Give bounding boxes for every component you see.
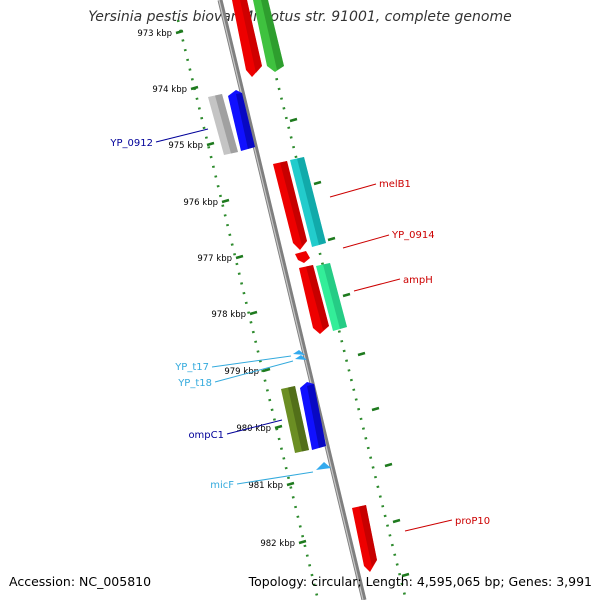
genome-summary: Topology: circular; Length: 4,595,065 bp… [248,574,592,589]
tick-label-975: 975 kbp [168,141,203,151]
major-tick [190,85,199,91]
major-tick [289,117,298,123]
gene-aquamarine[interactable] [316,263,347,331]
major-tick [235,254,244,260]
label-YP_t17[interactable]: YP_t17 [174,362,209,373]
major-tick [357,351,366,357]
leader-melB1 [329,183,377,198]
tick-label-978: 978 kbp [211,310,246,320]
gene-red-top-shade [240,0,262,73]
major-tick [298,539,307,545]
gene-grey-shade [215,94,238,154]
gene-ampH-red-shade [306,265,329,330]
tick-label-981: 981 kbp [248,481,283,491]
label-ampH[interactable]: ampH [403,275,433,286]
label-ompC1[interactable]: ompC1 [188,430,224,441]
genome-backbone [217,0,367,600]
major-tick [313,180,322,186]
major-tick [401,572,410,578]
gene-aquamarine-shade [323,263,347,329]
major-tick [392,518,401,524]
label-leaders [155,128,453,532]
gene-ompC1-blue-shade [307,384,326,448]
accession-text: Accession: NC_005810 [9,574,152,589]
gene-green-top-shade [261,0,284,70]
tick-label-976: 976 kbp [183,198,218,208]
gene-blue-975-shade [236,93,255,149]
gene-features [208,0,377,572]
gene-cyan-shade [297,157,326,245]
leader-YP_0914 [342,234,390,249]
label-micF[interactable]: micF [210,480,234,491]
gene-proP10-red-shade [359,505,377,567]
major-tick [327,236,336,242]
major-tick [175,29,184,35]
leader-proP10 [404,519,453,532]
major-tick [206,141,215,147]
gene-olive-shade [288,386,309,452]
gene-labels: YP_0912 melB1 YP_0914 ampH YP_t17 YP_t18… [109,138,490,527]
leader-ampH [353,278,401,292]
genome-title: Yersinia pestis biovar Microtus str. 910… [88,9,512,25]
major-tick [274,424,283,430]
leader-YP_t18 [214,360,294,383]
tick-label-973: 973 kbp [137,29,172,39]
major-tick [384,462,393,468]
label-melB1[interactable]: melB1 [379,179,411,190]
major-tick [221,198,230,204]
tick-label-974: 974 kbp [152,85,187,95]
backbone-highlight [218,0,364,600]
tick-label-980: 980 kbp [236,424,271,434]
label-YP_t18[interactable]: YP_t18 [177,378,212,389]
tick-label-979: 979 kbp [224,367,259,377]
ruler-labels: 973 kbp 974 kbp 975 kbp 976 kbp 977 kbp … [137,29,295,549]
trna-YP_t18[interactable] [295,355,307,360]
leader-ompC1 [226,419,283,435]
leader-YP_t17 [211,355,292,368]
tick-label-977: 977 kbp [197,254,232,264]
gene-YP_0914[interactable] [295,251,310,263]
major-tick [286,481,295,487]
trna-micF[interactable] [316,462,331,470]
tick-label-982: 982 kbp [260,539,295,549]
label-YP_0912[interactable]: YP_0912 [109,138,153,149]
major-tick [249,310,258,316]
label-YP_0914[interactable]: YP_0914 [391,230,435,241]
major-tick [262,367,271,373]
trna-YP_t17[interactable] [293,350,305,355]
major-tick [342,292,351,298]
label-proP10[interactable]: proP10 [455,516,490,527]
leader-YP_0912 [155,128,209,143]
major-tick [371,406,380,412]
ruler-major-ticks [175,29,410,578]
gene-melB1-red-shade [280,161,307,246]
leader-micF [236,471,314,485]
